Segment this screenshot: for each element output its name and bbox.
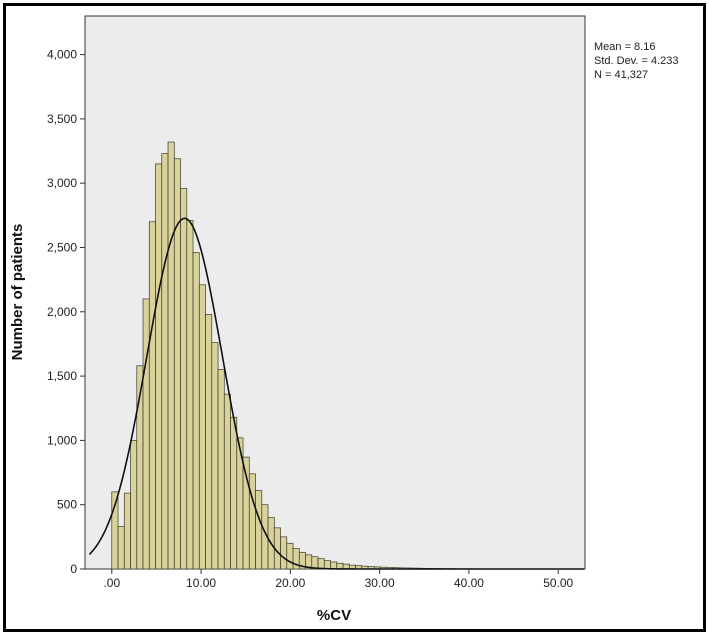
histogram-bar	[142, 298, 150, 570]
stats-n: N = 41,327	[594, 69, 648, 81]
histogram-bar	[180, 187, 188, 570]
axes-group: 0 500 1,000 1,500 2,000 2,500 3,000 3,500 4,000.…	[47, 48, 574, 590]
x-tick-label: 10.00	[186, 576, 216, 590]
histogram-bar	[230, 416, 238, 570]
histogram-bar	[155, 163, 163, 570]
x-tick-label: 30.00	[365, 576, 395, 590]
histogram-bar	[286, 542, 294, 570]
histogram-bar	[192, 252, 200, 570]
histogram-bar	[323, 560, 331, 570]
y-tick-label: 1,000	[47, 433, 77, 447]
histogram-bar	[186, 220, 194, 570]
y-tick-label: 500	[57, 498, 77, 512]
y-tick-label: 3,000	[47, 176, 77, 190]
histogram-bar	[255, 490, 263, 570]
stats-std-dev: Std. Dev. = 4.233	[594, 55, 679, 67]
y-tick-label: 0	[70, 562, 77, 576]
histogram-bar	[280, 536, 288, 570]
stats-mean: Mean = 8.16	[594, 41, 655, 53]
x-axis-label: %CV	[317, 607, 351, 624]
x-tick-label: .00	[103, 576, 120, 590]
x-tick-label: 50.00	[543, 576, 573, 590]
y-tick-label: 3,500	[47, 112, 77, 126]
histogram-bar	[148, 221, 156, 570]
y-tick-label: 4,000	[47, 48, 77, 62]
y-tick-label: 2,500	[47, 240, 77, 254]
x-tick-label: 40.00	[454, 576, 484, 590]
normal-curve	[88, 217, 585, 570]
histogram-bar	[123, 492, 131, 570]
histogram-bar	[167, 141, 175, 570]
histogram-bar	[223, 393, 231, 570]
histogram-bar	[211, 342, 219, 570]
histogram-bar	[130, 440, 138, 570]
histogram-bar	[317, 558, 325, 570]
histogram-bar	[330, 561, 338, 570]
y-tick-label: 1,500	[47, 369, 77, 383]
histogram-bar	[117, 526, 125, 570]
histogram-bar	[161, 153, 169, 570]
y-axis-label: Number of patients	[9, 224, 26, 361]
histogram-bar	[248, 473, 256, 570]
histogram-bar	[217, 369, 225, 570]
y-tick-label: 2,000	[47, 305, 77, 319]
histogram-bar	[198, 284, 206, 570]
x-tick-label: 20.00	[275, 576, 305, 590]
histogram-bar	[205, 314, 213, 570]
